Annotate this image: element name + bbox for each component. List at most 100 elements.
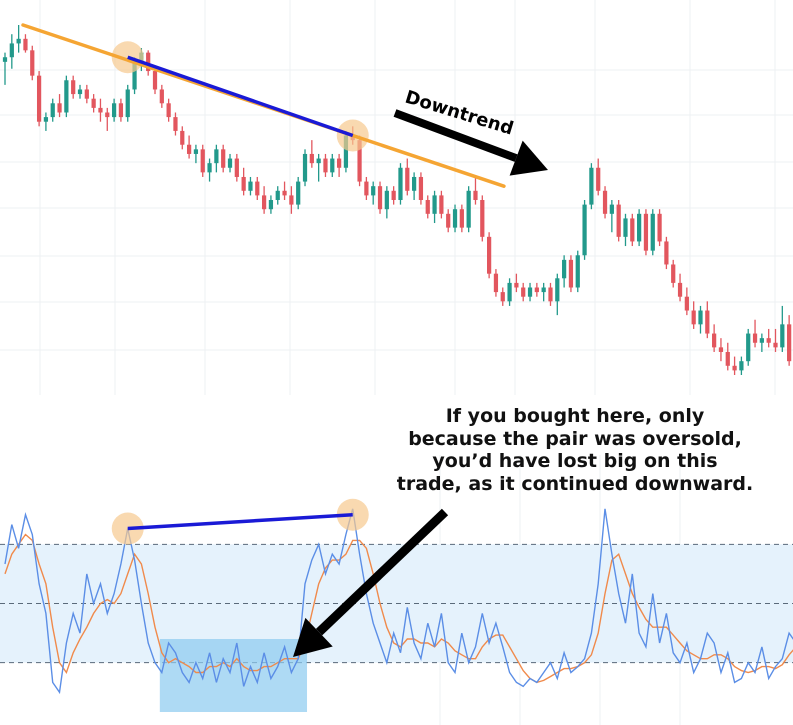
candle-body [159,89,164,104]
candle-body [166,103,171,118]
stoch-series-line [4,508,793,695]
candle-body [712,333,717,348]
candle-body [534,287,539,293]
candle-body [500,292,505,302]
candle-body [630,218,635,242]
divergence-line [127,512,353,531]
candle-body [787,324,792,362]
candle-body [718,347,724,352]
candle-body [241,176,246,191]
candle-body [527,287,533,297]
candle-body [452,209,458,228]
candle-body [391,190,396,200]
candle-body [766,338,771,343]
candle-body [71,80,76,95]
candle-body [207,163,212,173]
stochastic-lines [4,508,793,695]
candle-body [418,176,424,200]
candle-body [173,117,178,131]
candle-body [384,190,389,210]
candle-body [302,153,308,182]
candle-body [357,140,362,182]
candle-body [193,149,199,154]
candle-body [105,112,110,118]
candle-body [43,117,49,122]
candle-body [50,103,55,118]
candle-body [739,361,744,371]
candle-body [316,158,321,164]
candle-body [84,89,89,99]
candle-body [568,259,574,288]
candle-body [691,310,696,325]
downtrend-arrow-shaft [393,109,518,162]
candle-body [214,149,219,164]
candle-body [9,43,14,58]
candle-body [521,287,526,297]
candle-body [261,195,267,210]
candle-body [650,213,655,251]
candle-body [589,167,594,205]
candle-body [657,213,662,242]
candle-body [248,181,253,191]
candle-body [296,181,301,205]
annotation-note: If you bought here, only because the pai… [380,405,770,495]
candle-body [575,255,580,288]
candle-body [473,190,478,200]
candle-body [671,264,676,283]
candle-body [446,213,451,228]
candle-body [234,158,239,177]
candle-body [371,186,376,196]
note-arrow-head [293,617,333,657]
note-line-1: If you bought here, only [445,405,705,427]
candle-body [343,135,349,168]
candle-body [23,38,28,51]
candle-body [507,282,512,302]
candle-body [309,153,314,164]
downtrend-arrow-head [509,140,548,176]
candle-body [125,89,130,118]
candle-body [330,158,335,173]
candle-body [77,89,83,95]
candle-body [146,52,151,72]
candle-body [780,324,785,348]
note-line-3: you’d have lost big on this [432,450,718,472]
note-line-4: trade, as it continued downward. [396,472,754,495]
candlestick-series [2,25,792,375]
candle-body [221,149,226,168]
candle-body [684,296,689,311]
candle-body [459,209,464,228]
candle-body [364,181,369,196]
candle-body [227,158,233,168]
candle-body [289,195,294,205]
candle-body [541,287,546,293]
candle-body [255,181,260,196]
candle-body [637,213,642,242]
candle-body [132,61,137,90]
candle-body [57,103,62,113]
candle-body [746,333,751,362]
divergence-line [127,55,354,138]
candle-body [377,186,383,210]
candle-body [759,338,764,343]
candle-body [616,204,621,237]
candle-body [562,259,567,279]
candle-body [514,282,519,288]
candle-body [487,236,492,274]
candle-body [30,50,35,76]
candle-body [200,149,205,173]
candle-body [412,176,417,191]
candle-body [582,204,587,256]
candle-body [405,167,410,191]
candle-body [609,204,614,214]
candle-body [752,333,758,343]
stoch-series-line [4,533,793,684]
candle-body [91,98,96,108]
candle-body [643,213,649,251]
candle-body [64,80,69,113]
candle-body [336,158,342,168]
candle-body [548,287,553,302]
candle-body [275,190,280,200]
candle-body [623,218,628,237]
candle-body [152,71,158,90]
